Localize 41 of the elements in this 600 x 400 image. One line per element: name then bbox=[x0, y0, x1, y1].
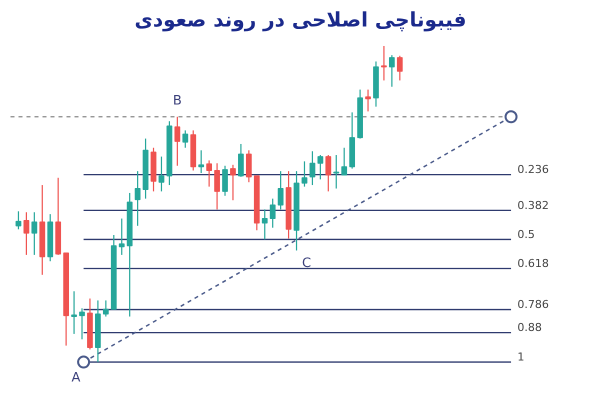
text: A bbox=[72, 370, 81, 386]
candlestick bbox=[270, 198, 276, 228]
candlestick bbox=[302, 160, 308, 188]
text: 0.236 bbox=[517, 163, 549, 176]
candlestick bbox=[262, 208, 268, 240]
candlestick bbox=[238, 143, 244, 178]
text: 0.618 bbox=[517, 256, 549, 270]
candlestick bbox=[79, 308, 85, 340]
candlestick bbox=[317, 154, 324, 180]
candlestick bbox=[71, 290, 77, 335]
candlestick bbox=[246, 150, 252, 183]
candlestick bbox=[174, 116, 180, 166]
chart-title: فیبوناچی اصلاحی در روند صعودی bbox=[134, 8, 467, 32]
candlestick bbox=[214, 162, 220, 210]
candlestick bbox=[310, 150, 316, 186]
candlestick bbox=[134, 170, 141, 226]
candlestick bbox=[325, 154, 332, 192]
candlestick bbox=[388, 54, 395, 88]
text: 0.382 bbox=[517, 198, 549, 212]
candlestick bbox=[341, 147, 348, 176]
candlestick bbox=[182, 130, 188, 148]
text: 0.5 bbox=[517, 228, 535, 241]
candlestick bbox=[24, 212, 30, 256]
text: 0.786 bbox=[517, 298, 549, 312]
text: 1 bbox=[517, 350, 524, 364]
text: 0.88 bbox=[517, 321, 542, 334]
candlestick bbox=[230, 164, 236, 201]
candlestick bbox=[381, 45, 387, 82]
candlestick bbox=[278, 170, 284, 210]
candlestick bbox=[396, 55, 403, 82]
candlestick bbox=[365, 89, 371, 112]
candlestick bbox=[158, 156, 164, 192]
annotation: C bbox=[302, 256, 312, 271]
candlestick bbox=[31, 212, 38, 256]
candlestick bbox=[16, 210, 22, 230]
candlestick bbox=[222, 165, 228, 196]
candlestick bbox=[333, 154, 340, 190]
candlestick bbox=[102, 300, 109, 318]
annotation: B bbox=[172, 93, 182, 108]
candlestick bbox=[118, 218, 125, 256]
candlestick bbox=[206, 160, 212, 188]
